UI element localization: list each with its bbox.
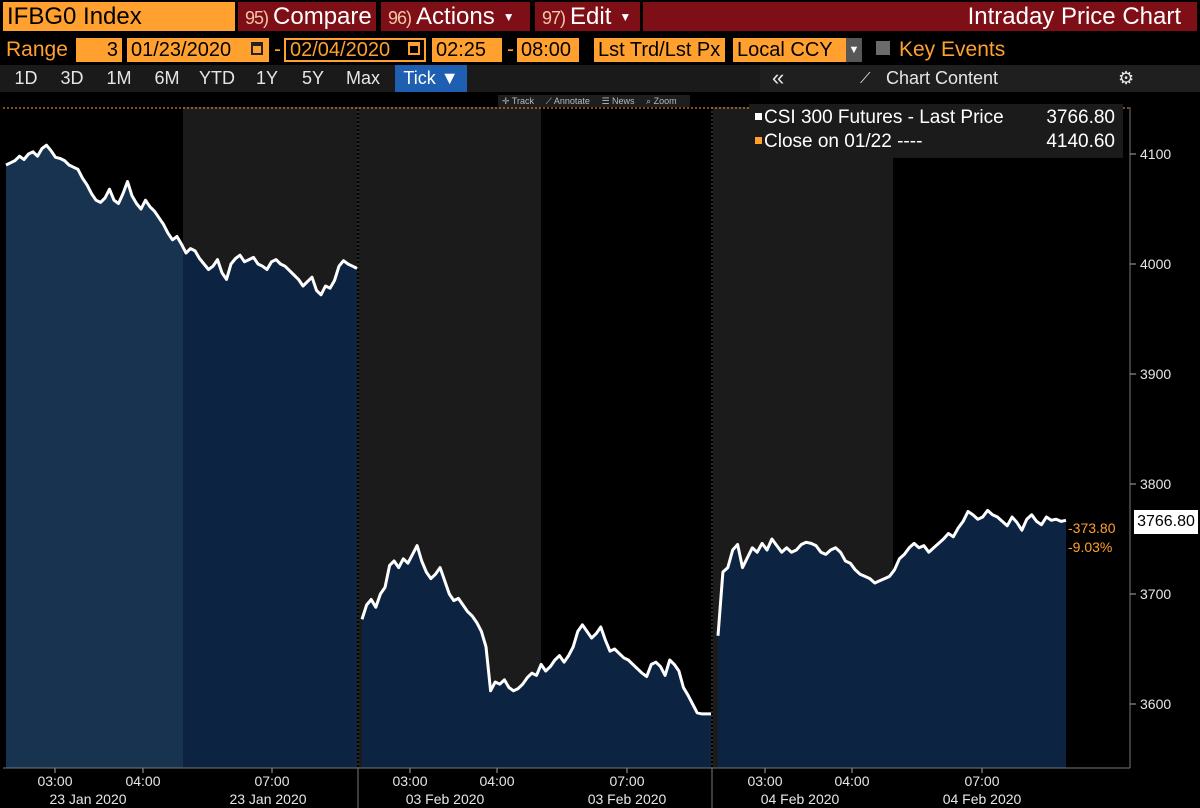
x-tick-label: 07:00 xyxy=(964,773,999,789)
session-area xyxy=(362,545,711,768)
edit-number: 97) xyxy=(542,8,566,28)
start-time-input[interactable]: 02:25 xyxy=(432,38,502,62)
time-separator: - xyxy=(507,38,514,61)
start-date-input[interactable]: 01/23/2020 xyxy=(127,38,269,62)
session-area xyxy=(6,145,357,768)
compare-number: 95) xyxy=(245,8,269,28)
range-count-input[interactable]: 3 xyxy=(76,38,122,62)
tab-ytd[interactable]: YTD xyxy=(199,68,235,88)
x-date-label: 23 Jan 2020 xyxy=(49,791,126,807)
tab-3d[interactable]: 3D xyxy=(60,68,84,88)
legend-series-value: 3766.80 xyxy=(1046,107,1115,128)
price-chart[interactable]: 3600 3700 3800 3900 4000 4100 03:00 04:00 07:00… xyxy=(0,93,1200,808)
actions-button[interactable]: 96) Actions ▼ xyxy=(381,2,530,31)
x-axis: 03:00 04:00 07:00 23 Jan 2020 23 Jan 2020 03:… xyxy=(3,767,1130,808)
chart-legend: CSI 300 Futures - Last Price 3766.80 Clo… xyxy=(749,104,1123,158)
annotate-tool[interactable]: ⟋ Annotate xyxy=(545,96,590,106)
chevron-down-icon: ▼ xyxy=(502,10,515,24)
tab-1d[interactable]: 1D xyxy=(14,68,38,88)
price-line xyxy=(5,143,1067,716)
x-tick-label: 03:00 xyxy=(37,773,72,789)
chart-toolbar: « ⟋ ⚙ xyxy=(760,65,1200,92)
x-tick-label: 04:00 xyxy=(479,773,514,789)
x-date-label: 04 Feb 2020 xyxy=(761,791,840,807)
legend-series-label: CSI 300 Futures - Last Price xyxy=(764,107,1004,128)
change-percent: -9.03% xyxy=(1068,539,1113,555)
key-events-label[interactable]: Key Events xyxy=(899,38,1006,61)
tab-1m[interactable]: 1M xyxy=(106,68,132,88)
x-date-label: 23 Jan 2020 xyxy=(229,791,306,807)
chevron-down-icon[interactable]: ▼ xyxy=(846,38,862,62)
zoom-tool[interactable]: ⌕ Zoom xyxy=(646,96,677,106)
y-tick-label: 4000 xyxy=(1140,256,1171,272)
x-tick-label: 03:00 xyxy=(747,773,782,789)
tab-max[interactable]: Max xyxy=(345,68,380,88)
range-label: Range xyxy=(6,38,68,61)
period-tab-bar: 1D 3D 1M 6M YTD 1Y 5Y Max Tick ▼ « ⟋ ⚙ C… xyxy=(0,65,1200,92)
price-area xyxy=(6,145,1066,768)
x-tick-label: 04:00 xyxy=(125,773,160,789)
edit-label: Edit xyxy=(570,3,612,30)
range-bar: Range 3 01/23/2020 - 02/04/2020 02:25 - … xyxy=(0,35,1200,64)
key-events-checkbox[interactable] xyxy=(876,41,890,55)
chart-mini-toolbar: ✛ Track ⟋ Annotate ☰ News ⌕ Zoom xyxy=(498,95,690,107)
calendar-icon[interactable] xyxy=(408,42,420,55)
x-date-label: 04 Feb 2020 xyxy=(943,791,1022,807)
x-date-label: 03 Feb 2020 xyxy=(406,791,485,807)
chevron-down-icon: ▼ xyxy=(619,10,632,24)
y-axis: 3600 3700 3800 3900 4000 4100 xyxy=(1129,107,1171,768)
actions-label: Actions xyxy=(416,3,495,30)
tab-tick[interactable]: Tick ▼ xyxy=(395,65,467,92)
x-tick-label: 03:00 xyxy=(392,773,427,789)
end-time-input[interactable]: 08:00 xyxy=(517,38,579,62)
x-tick-label: 04:00 xyxy=(834,773,869,789)
y-tick-label: 3700 xyxy=(1140,586,1171,602)
title-bar: IFBG0 Index 95) Compare 96) Actions ▼ 97) Ed… xyxy=(0,0,1200,33)
start-date-value: 01/23/2020 xyxy=(131,39,232,61)
track-tool[interactable]: ✛ Track xyxy=(502,96,535,106)
legend-close[interactable]: Close on 01/22 ---- 4140.60 xyxy=(755,130,1119,154)
close-swatch xyxy=(755,137,762,144)
x-tick-label: 07:00 xyxy=(254,773,289,789)
currency-select[interactable]: Local CCY xyxy=(733,38,846,62)
change-absolute: -373.80 xyxy=(1068,520,1116,536)
settings-gear-icon[interactable]: ⚙ xyxy=(1118,68,1135,88)
session-price-line xyxy=(360,544,711,716)
end-date-value: 02/04/2020 xyxy=(290,39,391,61)
compare-button[interactable]: 95) Compare xyxy=(238,2,376,31)
chart-content-button[interactable]: Chart Content xyxy=(886,68,999,88)
compare-label: Compare xyxy=(273,3,372,30)
date-separator: - xyxy=(274,38,281,61)
x-tick-label: 07:00 xyxy=(609,773,644,789)
tab-5y[interactable]: 5Y xyxy=(301,68,325,88)
news-tool[interactable]: ☰ News xyxy=(601,96,635,106)
y-tick-label: 4100 xyxy=(1140,146,1171,162)
window-title: Intraday Price Chart xyxy=(643,2,1197,31)
calendar-icon[interactable] xyxy=(251,42,263,55)
legend-series[interactable]: CSI 300 Futures - Last Price 3766.80 xyxy=(755,106,1119,130)
collapse-icon[interactable]: « xyxy=(772,65,785,90)
series-swatch xyxy=(755,113,762,120)
chart-content-icon: ⟋ xyxy=(860,70,871,87)
actions-number: 96) xyxy=(388,8,412,28)
edit-button[interactable]: 97) Edit ▼ xyxy=(535,2,640,31)
ticker-input[interactable]: IFBG0 Index xyxy=(3,2,235,31)
tab-6m[interactable]: 6M xyxy=(154,68,180,88)
y-tick-label: 3600 xyxy=(1140,696,1171,712)
session-area xyxy=(718,510,1066,768)
legend-close-value: 4140.60 xyxy=(1046,131,1115,152)
y-tick-label: 3800 xyxy=(1140,476,1171,492)
legend-close-label: Close on 01/22 ---- xyxy=(764,131,923,152)
price-type-select[interactable]: Lst Trd/Lst Px xyxy=(594,38,725,62)
session-price-line xyxy=(5,143,358,297)
last-price-label: 3766.80 xyxy=(1134,510,1198,534)
y-tick-label: 3900 xyxy=(1140,366,1171,382)
end-date-input[interactable]: 02/04/2020 xyxy=(284,38,426,62)
tab-1y[interactable]: 1Y xyxy=(255,68,279,88)
x-date-label: 03 Feb 2020 xyxy=(588,791,667,807)
session-price-line xyxy=(716,508,1067,636)
